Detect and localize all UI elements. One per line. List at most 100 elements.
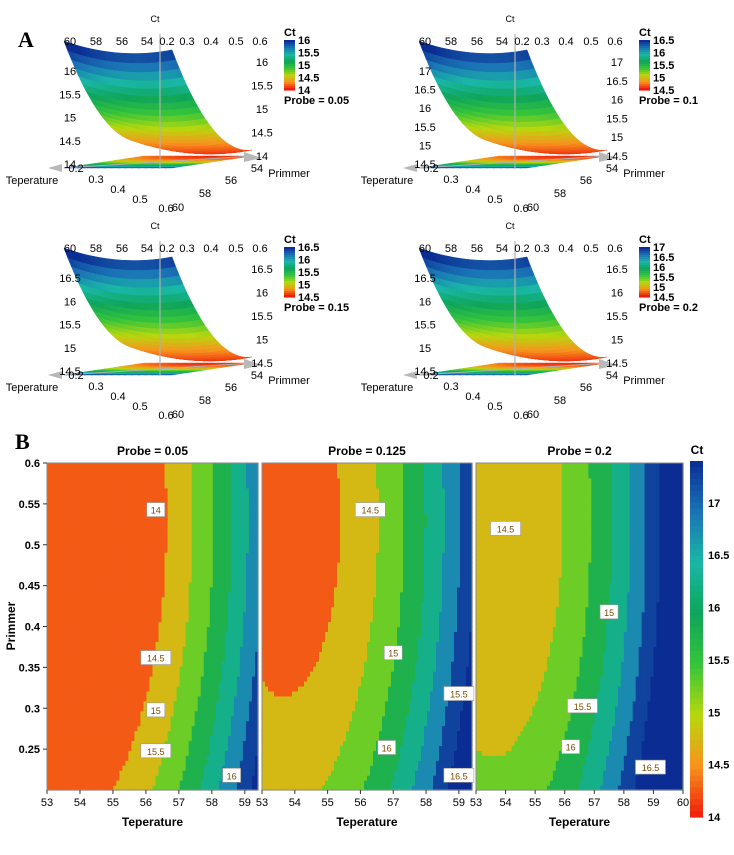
z-tick-right: 15.5 — [251, 81, 272, 93]
z-axis-title: Ct — [151, 221, 160, 231]
primmer-tick: 54 — [606, 370, 618, 382]
z-tick-left: 16 — [419, 296, 431, 308]
primmer-tick: 56 — [580, 175, 592, 187]
surface-mesh — [419, 41, 607, 154]
top-tick-label: 0.3 — [534, 243, 549, 255]
primmer-tick: 56 — [225, 175, 237, 187]
top-tick-label: 60 — [64, 243, 76, 255]
z-tick-right: 15 — [611, 132, 623, 144]
z-tick-right: 16 — [256, 57, 268, 69]
surface-mesh — [64, 41, 252, 154]
top-tick-label: 58 — [90, 243, 102, 255]
top-tick-label: 56 — [471, 36, 483, 48]
z-tick-right: 16 — [611, 95, 623, 107]
z-tick-right: 16.5 — [606, 76, 627, 88]
figure-canvas: ABCt605856540.20.30.40.50.61615.51514.51… — [0, 0, 734, 850]
z-tick-left: 16.5 — [59, 273, 80, 285]
primmer-tick: 56 — [225, 382, 237, 394]
top-tick-label: 0.5 — [228, 36, 243, 48]
teperature-axis-title: Teperature — [6, 175, 59, 187]
teperature-tick: 0.5 — [487, 194, 502, 206]
legend-colorbar — [639, 40, 650, 91]
top-tick-label: 54 — [141, 243, 153, 255]
z-tick-left: 15.5 — [59, 89, 80, 101]
z-tick-right: 16 — [611, 288, 623, 300]
top-tick-label: 0.6 — [607, 36, 622, 48]
legend-colorbar — [284, 247, 295, 298]
z-tick-right: 15.5 — [606, 113, 627, 125]
top-tick-label: 60 — [64, 36, 76, 48]
top-tick-label: 0.4 — [558, 36, 573, 48]
z-tick-left: 15.5 — [414, 320, 435, 332]
z-tick-left: 17 — [419, 66, 431, 78]
top-tick-label: 58 — [445, 243, 457, 255]
teperature-tick: 0.3 — [443, 381, 458, 393]
legend-tick: 16.5 — [653, 35, 674, 47]
primmer-tick: 56 — [580, 382, 592, 394]
primmer-tick: 60 — [172, 202, 184, 214]
panel-letter-a: A — [18, 27, 34, 52]
z-tick-right: 14 — [256, 151, 268, 163]
top-tick-label: 0.3 — [179, 36, 194, 48]
primmer-axis-title: Primmer — [623, 375, 665, 387]
legend-swatch — [284, 88, 295, 91]
top-tick-label: 56 — [116, 36, 128, 48]
z-tick-right: 14.5 — [251, 358, 272, 370]
legend-tick: 16 — [298, 255, 310, 267]
primmer-tick: 58 — [199, 188, 211, 200]
legend-colorbar — [639, 247, 650, 298]
z-tick-left: 16 — [64, 66, 76, 78]
z-tick-right: 16.5 — [606, 264, 627, 276]
teperature-tick: 0.4 — [465, 391, 480, 403]
surface-plot-2: Ct 60 58 56 54 0.2 0.3 0.4 0.5 0.6 17 16.5 16 15.5 15 1… — [361, 14, 698, 215]
probe-subtitle: Probe = 0.2 — [639, 302, 698, 314]
top-tick-label: 0.2 — [514, 243, 529, 255]
top-tick-label: 0.3 — [534, 36, 549, 48]
primmer-tick: 60 — [527, 202, 539, 214]
top-tick-label: 56 — [471, 243, 483, 255]
top-tick-label: 0.4 — [203, 243, 218, 255]
primmer-tick: 58 — [554, 188, 566, 200]
teperature-tick: 0.5 — [487, 401, 502, 413]
legend-title: Ct — [284, 27, 296, 39]
legend-tick: 15 — [298, 60, 310, 72]
legend-tick: 14.5 — [298, 73, 319, 85]
z-tick-left: 16 — [419, 103, 431, 115]
teperature-axis-arrow — [48, 164, 62, 172]
probe-subtitle: Probe = 0.15 — [284, 302, 349, 314]
teperature-tick: 0.4 — [110, 391, 125, 403]
primmer-tick: 54 — [251, 163, 263, 175]
teperature-axis-title: Teperature — [361, 382, 414, 394]
z-tick-right: 14.5 — [251, 128, 272, 140]
top-tick-label: 0.2 — [514, 36, 529, 48]
z-tick-right: 15.5 — [251, 311, 272, 323]
z-tick-left: 16 — [64, 296, 76, 308]
teperature-tick: 0.4 — [110, 184, 125, 196]
z-tick-left: 15.5 — [59, 320, 80, 332]
top-tick-label: 60 — [419, 36, 431, 48]
legend-title: Ct — [639, 27, 651, 39]
teperature-tick: 0.2 — [68, 163, 83, 175]
top-tick-label: 54 — [496, 36, 508, 48]
z-tick-left: 16.5 — [414, 273, 435, 285]
z-tick-right: 15.5 — [606, 311, 627, 323]
top-tick-label: 0.5 — [583, 36, 598, 48]
z-tick-left: 15 — [64, 113, 76, 125]
top-tick-label: 58 — [445, 36, 457, 48]
top-tick-label: 0.2 — [159, 36, 174, 48]
primmer-tick: 58 — [554, 395, 566, 407]
top-tick-label: 54 — [496, 243, 508, 255]
top-tick-label: 0.5 — [583, 243, 598, 255]
z-tick-left: 16.5 — [414, 85, 435, 97]
teperature-axis-title: Teperature — [361, 175, 414, 187]
teperature-tick: 0.4 — [465, 184, 480, 196]
legend-tick: 15.5 — [298, 267, 319, 279]
probe-subtitle: Probe = 0.05 — [284, 95, 349, 107]
primmer-tick: 54 — [606, 163, 618, 175]
z-tick-right: 14.5 — [606, 151, 627, 163]
z-axis-title: Ct — [506, 221, 515, 231]
top-tick-label: 0.6 — [607, 243, 622, 255]
z-tick-right: 15 — [256, 104, 268, 116]
